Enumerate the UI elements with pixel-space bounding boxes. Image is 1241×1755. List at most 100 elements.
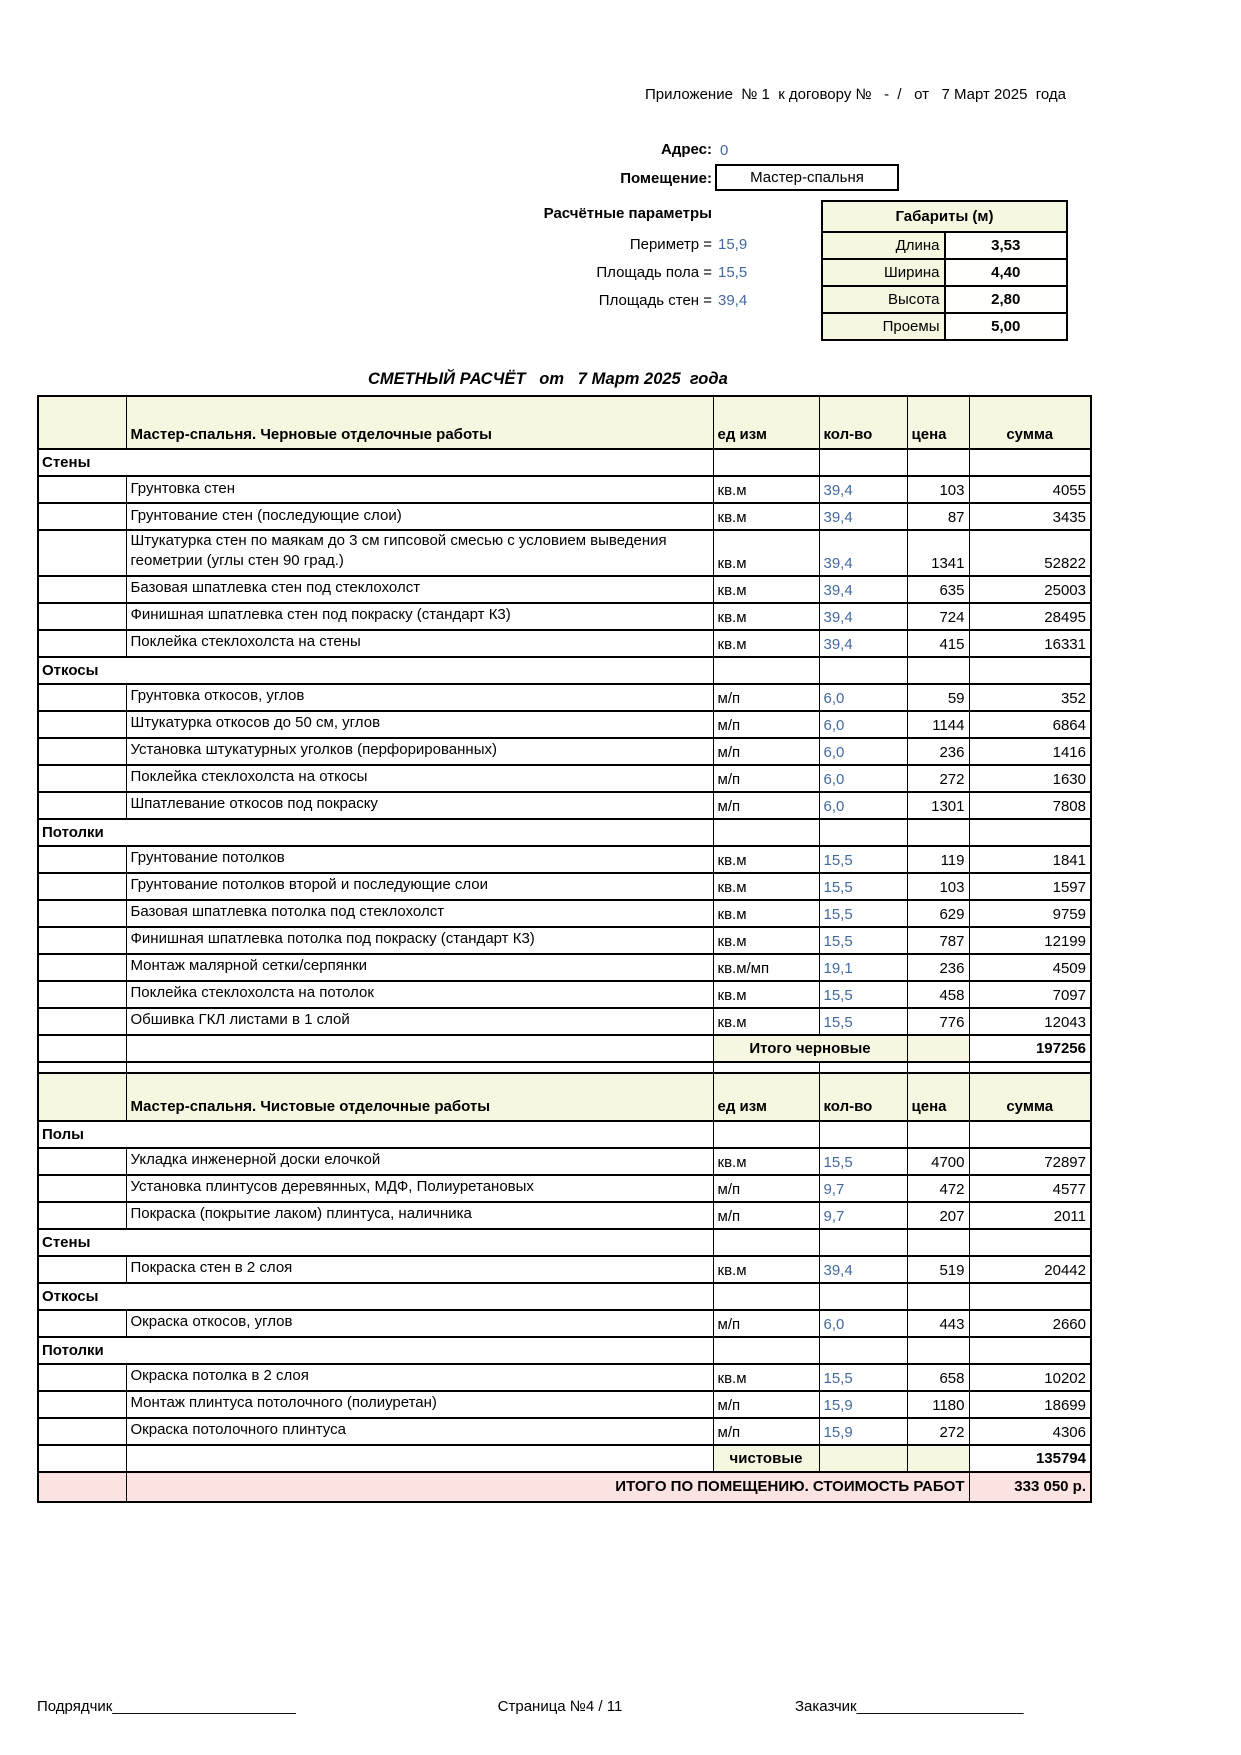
empty-cell <box>125 1061 714 1073</box>
row-index-cell <box>37 1389 127 1419</box>
empty-cell <box>906 1227 970 1257</box>
empty-cell <box>712 1335 820 1365</box>
row-index-cell <box>37 502 127 531</box>
table-header-row: Мастер-спальня. Черновые отделочные рабо… <box>37 395 1092 450</box>
work-item-row: Финишная шпатлевка стен под покраску (ст… <box>37 601 1092 631</box>
param-floor-area-value: 15,5 <box>718 264 748 281</box>
work-qty: 19,1 <box>818 952 908 982</box>
work-unit: кв.м <box>712 1254 820 1284</box>
section-row: Откосы <box>37 655 1092 685</box>
work-item-row: Окраска потолка в 2 слоя кв.м 15,5 658 10202 <box>37 1362 1092 1392</box>
work-qty: 15,9 <box>818 1389 908 1419</box>
work-sum: 1416 <box>968 736 1092 766</box>
work-qty: 9,7 <box>818 1200 908 1230</box>
work-description: Монтаж малярной сетки/серпянки <box>125 952 714 982</box>
work-sum: 1841 <box>968 844 1092 874</box>
work-price: 207 <box>906 1200 970 1230</box>
work-sum: 25003 <box>968 574 1092 604</box>
estimate-title: СМЕТНЫЙ РАСЧЁТ от 7 Март 2025 года <box>368 370 728 388</box>
work-price: 776 <box>906 1006 970 1036</box>
empty-cell <box>968 817 1092 847</box>
empty-cell <box>818 448 908 477</box>
work-sum: 2011 <box>968 1200 1092 1230</box>
work-price: 1341 <box>906 529 970 577</box>
empty-cell <box>712 1227 820 1257</box>
row-index-cell <box>37 844 127 874</box>
work-item-row: Поклейка стеклохолста на потолок кв.м 15,5… <box>37 979 1092 1009</box>
work-item-row: Установка плинтусов деревянных, МДФ, Пол… <box>37 1173 1092 1203</box>
empty-cell <box>906 448 970 477</box>
work-description: Штукатурка стен по маякам до 3 см гипсов… <box>125 529 714 577</box>
spacer-row <box>37 1061 1092 1073</box>
work-item-row: Штукатурка стен по маякам до 3 см гипсов… <box>37 529 1092 577</box>
work-qty: 15,5 <box>818 979 908 1009</box>
work-description: Поклейка стеклохолста на откосы <box>125 763 714 793</box>
work-qty: 15,5 <box>818 1006 908 1036</box>
row-index-cell <box>37 763 127 793</box>
work-price: 236 <box>906 736 970 766</box>
work-qty: 6,0 <box>818 682 908 712</box>
row-index-cell <box>37 790 127 820</box>
work-description: Монтаж плинтуса потолочного (полиуретан) <box>125 1389 714 1419</box>
work-description: Грунтовка откосов, углов <box>125 682 714 712</box>
work-price: 103 <box>906 871 970 901</box>
work-sum: 2660 <box>968 1308 1092 1338</box>
work-unit: кв.м <box>712 529 820 577</box>
section-row: Полы <box>37 1119 1092 1149</box>
work-item-row: Окраска откосов, углов м/п 6,0 443 2660 <box>37 1308 1092 1338</box>
empty-cell <box>37 1061 127 1073</box>
row-index-cell <box>37 529 127 577</box>
address-value: 0 <box>720 142 729 159</box>
work-qty: 39,4 <box>818 628 908 658</box>
work-price: 272 <box>906 763 970 793</box>
table-header-row: Мастер-спальня. Чистовые отделочные рабо… <box>37 1071 1092 1122</box>
grand-total-value: 333 050 р. <box>968 1470 1092 1503</box>
work-unit: кв.м/мп <box>712 952 820 982</box>
work-item-row: Покраска (покрытие лаком) плинтуса, нали… <box>37 1200 1092 1230</box>
work-item-row: Грунтовка стен кв.м 39,4 103 4055 <box>37 475 1092 504</box>
work-price: 629 <box>906 898 970 928</box>
empty-cell <box>37 1033 127 1063</box>
empty-cell <box>968 1335 1092 1365</box>
col-unit-header: ед изм <box>712 395 820 450</box>
footer-page-number: Страница №4 / 11 <box>497 1698 623 1715</box>
empty-cell <box>37 1443 127 1473</box>
empty-cell <box>906 1061 970 1073</box>
work-sum: 3435 <box>968 502 1092 531</box>
work-description: Штукатурка откосов до 50 см, углов <box>125 709 714 739</box>
row-index-cell <box>37 1200 127 1230</box>
address-label: Адрес: <box>661 141 712 158</box>
footer-contractor-signature: Подрядчик______________________ <box>37 1698 296 1715</box>
work-description: Финишная шпатлевка потолка под покраску … <box>125 925 714 955</box>
work-description: Поклейка стеклохолста на потолок <box>125 979 714 1009</box>
empty-cell <box>818 1061 908 1073</box>
work-qty: 39,4 <box>818 574 908 604</box>
work-description: Установка плинтусов деревянных, МДФ, Пол… <box>125 1173 714 1203</box>
work-item-row: Обшивка ГКЛ листами в 1 слой кв.м 15,5 776 1… <box>37 1006 1092 1036</box>
dimension-width-value: 4,40 <box>943 258 1068 287</box>
row-index-cell <box>37 709 127 739</box>
work-sum: 4306 <box>968 1416 1092 1446</box>
empty-cell <box>968 1281 1092 1311</box>
section-name: Стены <box>37 448 714 477</box>
work-description: Покраска стен в 2 слоя <box>125 1254 714 1284</box>
work-description: Грунтование потолков <box>125 844 714 874</box>
dimension-openings-value: 5,00 <box>943 312 1068 341</box>
row-index-cell <box>37 1416 127 1446</box>
work-unit: кв.м <box>712 925 820 955</box>
work-item-row: Монтаж малярной сетки/серпянки кв.м/мп 19,… <box>37 952 1092 982</box>
row-index-cell <box>37 898 127 928</box>
work-price: 1144 <box>906 709 970 739</box>
work-unit: м/п <box>712 736 820 766</box>
dimensions-title: Габариты (м) <box>821 200 1068 233</box>
work-item-row: Грунтование стен (последующие слои) кв.м 3… <box>37 502 1092 531</box>
work-unit: кв.м <box>712 1146 820 1176</box>
work-unit: м/п <box>712 790 820 820</box>
work-sum: 12043 <box>968 1006 1092 1036</box>
empty-cell <box>712 655 820 685</box>
param-floor-area-label: Площадь пола = <box>596 264 712 281</box>
work-sum: 1597 <box>968 871 1092 901</box>
work-unit: м/п <box>712 709 820 739</box>
row-index-cell <box>37 1173 127 1203</box>
work-unit: кв.м <box>712 475 820 504</box>
